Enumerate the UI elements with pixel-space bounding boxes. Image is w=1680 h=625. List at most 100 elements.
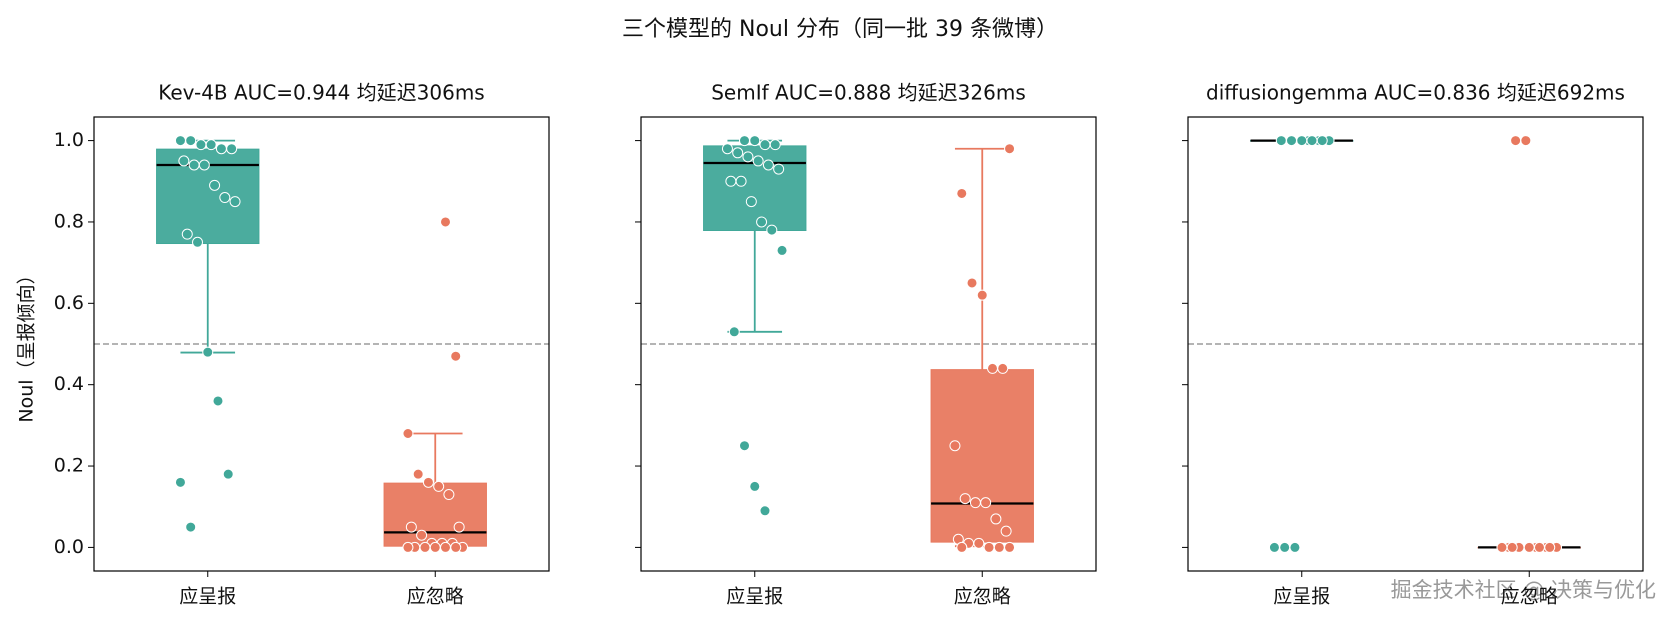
point <box>174 135 186 147</box>
point <box>735 175 747 187</box>
point <box>990 513 1002 525</box>
point <box>185 521 197 533</box>
point <box>949 440 961 452</box>
point <box>222 468 234 480</box>
point <box>219 192 231 204</box>
point <box>416 529 428 541</box>
point <box>762 159 774 171</box>
point <box>973 537 985 549</box>
point <box>1306 135 1318 147</box>
y-axis-label: Noul（呈报倾向） <box>16 265 38 422</box>
point <box>178 155 190 167</box>
point <box>1544 541 1556 553</box>
point <box>226 143 238 155</box>
x-tick-label: 应忽略 <box>954 586 1011 608</box>
point <box>956 187 968 199</box>
point <box>1296 135 1308 147</box>
box <box>383 482 487 547</box>
point <box>1004 541 1016 553</box>
point <box>198 159 210 171</box>
point <box>402 541 414 553</box>
point <box>749 135 761 147</box>
point <box>956 541 968 553</box>
point <box>1289 541 1301 553</box>
point <box>195 139 207 151</box>
point <box>752 155 764 167</box>
point <box>980 497 992 509</box>
point <box>725 175 737 187</box>
point <box>1533 541 1545 553</box>
point <box>412 468 424 480</box>
figure-title: 三个模型的 Noul 分布（同一批 39 条微博） <box>622 17 1058 42</box>
x-tick-label: 应忽略 <box>407 586 464 608</box>
point <box>1004 143 1016 155</box>
point <box>433 480 445 492</box>
point <box>174 476 186 488</box>
point <box>749 480 761 492</box>
y-tick-label: 1.0 <box>54 129 84 151</box>
point <box>439 541 451 553</box>
point <box>215 143 227 155</box>
point <box>969 497 981 509</box>
point <box>983 541 995 553</box>
y-tick-label: 0.6 <box>54 292 84 314</box>
point <box>1523 541 1535 553</box>
point <box>728 326 740 338</box>
plot-frame <box>93 116 550 572</box>
point <box>405 521 417 533</box>
point <box>1506 541 1518 553</box>
point <box>986 362 998 374</box>
watermark: 掘金技术社区 @ 决策与优化 <box>1391 578 1656 602</box>
point <box>993 541 1005 553</box>
panel-title: Kev-4B AUC=0.944 均延迟306ms <box>158 81 484 105</box>
point <box>429 541 441 553</box>
point <box>419 541 431 553</box>
point <box>745 196 757 208</box>
y-tick-label: 0.4 <box>54 373 84 395</box>
point <box>732 147 744 159</box>
point <box>229 196 241 208</box>
point <box>439 216 451 228</box>
plot-frame <box>640 116 1097 572</box>
point <box>1279 541 1291 553</box>
point <box>759 139 771 151</box>
y-tick-label: 0.8 <box>54 210 84 232</box>
point <box>212 395 224 407</box>
point <box>766 224 778 236</box>
x-tick-label: 应忽略 <box>1501 586 1558 608</box>
point <box>1275 135 1287 147</box>
point <box>769 139 781 151</box>
point <box>205 139 217 151</box>
point <box>1316 135 1328 147</box>
point <box>959 493 971 505</box>
point <box>202 346 214 358</box>
point <box>997 362 1009 374</box>
point <box>1510 135 1522 147</box>
point <box>450 350 462 362</box>
point <box>1496 541 1508 553</box>
panel-title: SemIf AUC=0.888 均延迟326ms <box>711 81 1026 105</box>
point <box>966 277 978 289</box>
point <box>450 541 462 553</box>
point <box>181 228 193 240</box>
point <box>422 476 434 488</box>
point <box>453 521 465 533</box>
x-tick-label: 应呈报 <box>726 586 783 608</box>
point <box>776 244 788 256</box>
point <box>1000 525 1012 537</box>
point <box>739 440 751 452</box>
point <box>443 489 455 501</box>
point <box>756 216 768 228</box>
point <box>209 179 221 191</box>
point <box>976 289 988 301</box>
point <box>773 163 785 175</box>
point <box>1268 541 1280 553</box>
point <box>185 135 197 147</box>
x-tick-label: 应呈报 <box>179 586 236 608</box>
box <box>930 369 1034 543</box>
point <box>759 505 771 517</box>
plot-frame <box>1187 116 1644 572</box>
panel-title: diffusiongemma AUC=0.836 均延迟692ms <box>1206 81 1625 105</box>
point <box>1520 135 1532 147</box>
